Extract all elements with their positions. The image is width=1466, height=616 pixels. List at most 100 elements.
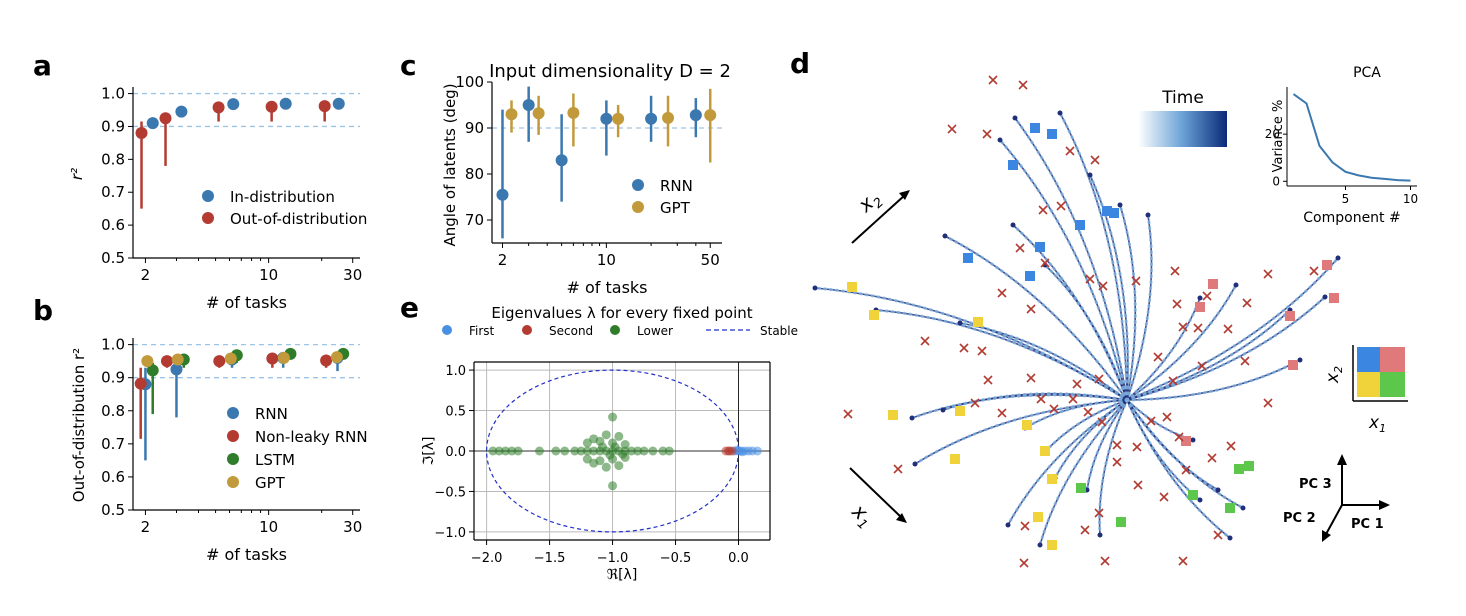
point-rnn-1 <box>170 363 183 376</box>
point-out-of-distribution-1 <box>159 112 172 125</box>
fixed-point-cross-9 <box>1040 258 1050 268</box>
trajectory-dots-22 <box>1125 283 1238 402</box>
x-tick-label-2: −1.0 <box>597 551 629 566</box>
fixed-point-cross-12 <box>1085 274 1095 284</box>
y-tick-label-0: 70 <box>465 211 484 229</box>
eigen-point-lower-1 <box>494 446 504 456</box>
eigen-point-lower-22 <box>664 446 674 456</box>
trajectory-19 <box>1126 309 1291 401</box>
legend-marker-2 <box>610 325 620 335</box>
fixed-point-cross-47 <box>1112 440 1122 450</box>
fixed-point-cross-15 <box>1170 266 1180 276</box>
trajectory-end-6 <box>912 461 918 467</box>
quadrant-red <box>1380 347 1405 372</box>
target-square-30 <box>1035 242 1045 252</box>
trajectory-31 <box>944 235 1128 401</box>
trajectory-end-10 <box>1037 542 1043 548</box>
target-square-13 <box>1188 490 1198 500</box>
fixed-point-cross-36 <box>997 408 1007 418</box>
target-square-9 <box>1033 512 1043 522</box>
trajectory-dots-10 <box>1038 398 1129 547</box>
pca-y-tick-label-0: 0 <box>1272 174 1280 188</box>
target-square-11 <box>1116 517 1126 527</box>
trajectory-end-28 <box>1117 202 1123 208</box>
target-square-32 <box>1025 271 1035 281</box>
y-tick-label-1: 80 <box>465 165 484 183</box>
x-tick-label-1: −1.5 <box>534 551 566 566</box>
time-colorbar <box>1138 111 1227 147</box>
target-square-22 <box>1208 279 1218 289</box>
x-axis-label: # of tasks <box>206 293 287 312</box>
y-axis-label: Out-of-distribution r² <box>70 348 88 502</box>
point-in-distribution-3 <box>279 97 292 110</box>
trajectory-end-4 <box>940 407 946 413</box>
y-tick-label-1: −0.5 <box>434 485 466 500</box>
legend-label-0: RNN <box>660 177 693 195</box>
fixed-point-cross-4 <box>1065 146 1075 156</box>
eigen-point-lower-4 <box>513 446 523 456</box>
legend-label-2: Lower <box>637 324 673 338</box>
x-tick-label-0: 2 <box>141 518 151 536</box>
panel-c-chart: 2 10 50 70 80 90 100 RNN GPT Input dimensionality… <box>441 61 731 297</box>
trajectory-end-27 <box>1087 172 1093 178</box>
fixed-point-cross-49 <box>1112 457 1122 467</box>
point-rnn-2 <box>555 154 568 167</box>
quadrant-green <box>1380 372 1405 397</box>
target-square-24 <box>1030 123 1040 133</box>
point-gpt-1 <box>171 353 184 366</box>
trajectory-dots-6 <box>913 398 1129 466</box>
target-square-19 <box>1285 311 1295 321</box>
x-tick-label-0: −2.0 <box>471 551 503 566</box>
trajectory-end-21 <box>1322 294 1328 300</box>
target-square-31 <box>963 253 973 263</box>
trajectory-end-17 <box>1190 437 1196 443</box>
trajectory-dots-27 <box>1088 173 1130 402</box>
pc2-axis <box>1324 504 1343 537</box>
fixed-point-cross-11 <box>1026 304 1036 314</box>
y-tick-label-5: 1.0 <box>101 336 125 354</box>
eigen-point-lower-9 <box>576 446 586 456</box>
point-out-of-distribution-4 <box>318 100 331 113</box>
x-tick-label-1: 10 <box>259 266 278 284</box>
trajectory-end-2 <box>957 320 963 326</box>
trajectory-end-3 <box>909 415 915 421</box>
trajectory-dots-32 <box>1043 263 1129 402</box>
trajectory-end-30 <box>1010 222 1016 228</box>
point-out-of-distribution-0 <box>135 127 148 140</box>
panel-label-b: b <box>33 294 53 327</box>
trajectory-21 <box>1126 296 1326 401</box>
y-tick-label-3: 0.8 <box>101 150 125 168</box>
eigen-point-lower-26 <box>620 440 630 450</box>
target-square-16 <box>1234 464 1244 474</box>
eigen-point-lower-8 <box>570 446 580 456</box>
point-in-distribution-4 <box>332 97 345 110</box>
trajectory-end-15 <box>1240 505 1246 511</box>
pca-line <box>1292 93 1411 182</box>
fixed-point-cross-62 <box>977 346 987 356</box>
trajectory-dots-26 <box>998 138 1129 402</box>
eigen-point-lower-10 <box>582 446 592 456</box>
target-square-28 <box>1109 208 1119 218</box>
fixed-point-cross-24 <box>1240 356 1250 366</box>
x-axis-label: ℜ[λ] <box>607 567 638 583</box>
eigen-point-lower-41 <box>597 442 607 452</box>
eigen-point-lower-21 <box>658 446 668 456</box>
fixed-point-cross-3 <box>982 129 992 139</box>
eigen-point-lower-17 <box>626 446 636 456</box>
chart-title: Input dimensionality D = 2 <box>489 61 731 82</box>
trajectory-32 <box>1044 264 1128 401</box>
trajectory-end-18 <box>1297 357 1303 363</box>
eigen-point-lower-42 <box>618 449 628 459</box>
pc1-arrowhead <box>1379 500 1390 510</box>
eigen-point-lower-38 <box>608 481 618 491</box>
fixed-point-cross-55 <box>1213 530 1223 540</box>
point-gpt-0 <box>505 108 518 121</box>
eigen-point-first-6 <box>752 446 762 456</box>
fixed-point-cross-19 <box>1193 323 1203 333</box>
y-tick-label-3: 100 <box>455 73 484 91</box>
legend-label-2: LSTM <box>255 451 295 469</box>
point-non-leaky-rnn-3 <box>266 352 279 365</box>
y-tick-label-2: 90 <box>465 119 484 137</box>
target-square-26 <box>1008 160 1018 170</box>
target-square-14 <box>1225 503 1235 513</box>
